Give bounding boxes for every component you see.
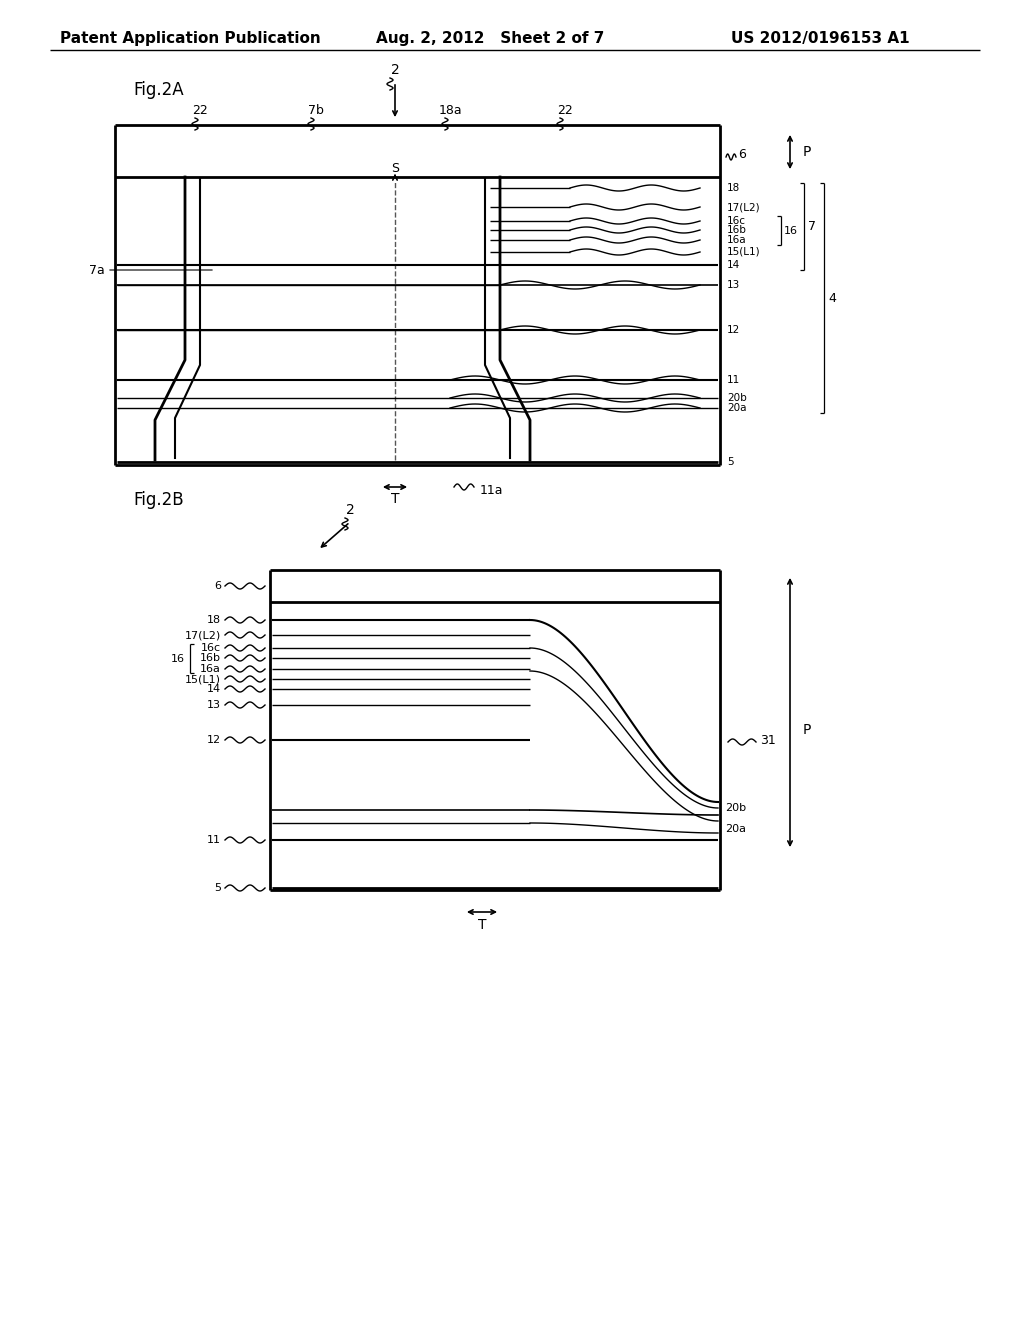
Text: 13: 13: [727, 280, 740, 290]
Text: Fig.2A: Fig.2A: [133, 81, 183, 99]
Text: 18: 18: [727, 183, 740, 193]
Text: 7a: 7a: [89, 264, 105, 276]
Text: 7: 7: [808, 220, 816, 234]
Text: 14: 14: [207, 684, 221, 694]
Text: 6: 6: [738, 149, 745, 161]
Text: 15(L1): 15(L1): [727, 247, 761, 257]
Text: Aug. 2, 2012   Sheet 2 of 7: Aug. 2, 2012 Sheet 2 of 7: [376, 30, 604, 45]
Text: 20a: 20a: [727, 403, 746, 413]
Text: P: P: [803, 145, 811, 158]
Text: 16: 16: [784, 226, 798, 235]
Text: 18: 18: [207, 615, 221, 624]
Text: 11a: 11a: [480, 483, 504, 496]
Text: 2: 2: [346, 503, 354, 517]
Text: 4: 4: [828, 292, 836, 305]
Text: 16c: 16c: [201, 643, 221, 653]
Text: 5: 5: [214, 883, 221, 894]
Text: T: T: [478, 917, 486, 932]
Text: 22: 22: [193, 103, 208, 116]
Text: US 2012/0196153 A1: US 2012/0196153 A1: [731, 30, 909, 45]
Text: 2: 2: [390, 63, 399, 77]
Text: 6: 6: [214, 581, 221, 591]
Text: 17(L2): 17(L2): [727, 202, 761, 213]
Text: 16b: 16b: [727, 224, 746, 235]
Text: 31: 31: [760, 734, 776, 747]
Text: T: T: [391, 492, 399, 506]
Text: 17(L2): 17(L2): [184, 630, 221, 640]
Text: 11: 11: [727, 375, 740, 385]
Text: 11: 11: [207, 836, 221, 845]
Text: 16a: 16a: [200, 664, 221, 675]
Text: 20b: 20b: [727, 393, 746, 403]
Text: P: P: [803, 723, 811, 737]
Text: 12: 12: [727, 325, 740, 335]
Text: 7b: 7b: [308, 103, 324, 116]
Text: 13: 13: [207, 700, 221, 710]
Text: Patent Application Publication: Patent Application Publication: [59, 30, 321, 45]
Text: 5: 5: [727, 457, 733, 467]
Text: 16b: 16b: [200, 653, 221, 663]
Text: 16: 16: [171, 653, 185, 664]
Text: 15(L1): 15(L1): [185, 675, 221, 684]
Text: Fig.2B: Fig.2B: [133, 491, 183, 510]
Text: 14: 14: [727, 260, 740, 271]
Text: 12: 12: [207, 735, 221, 744]
Text: 18a: 18a: [438, 103, 462, 116]
Text: 16c: 16c: [727, 216, 746, 226]
Text: 20b: 20b: [725, 803, 746, 813]
Text: 22: 22: [557, 103, 572, 116]
Text: 20a: 20a: [725, 824, 746, 834]
Text: S: S: [391, 162, 399, 176]
Text: 16a: 16a: [727, 235, 746, 246]
